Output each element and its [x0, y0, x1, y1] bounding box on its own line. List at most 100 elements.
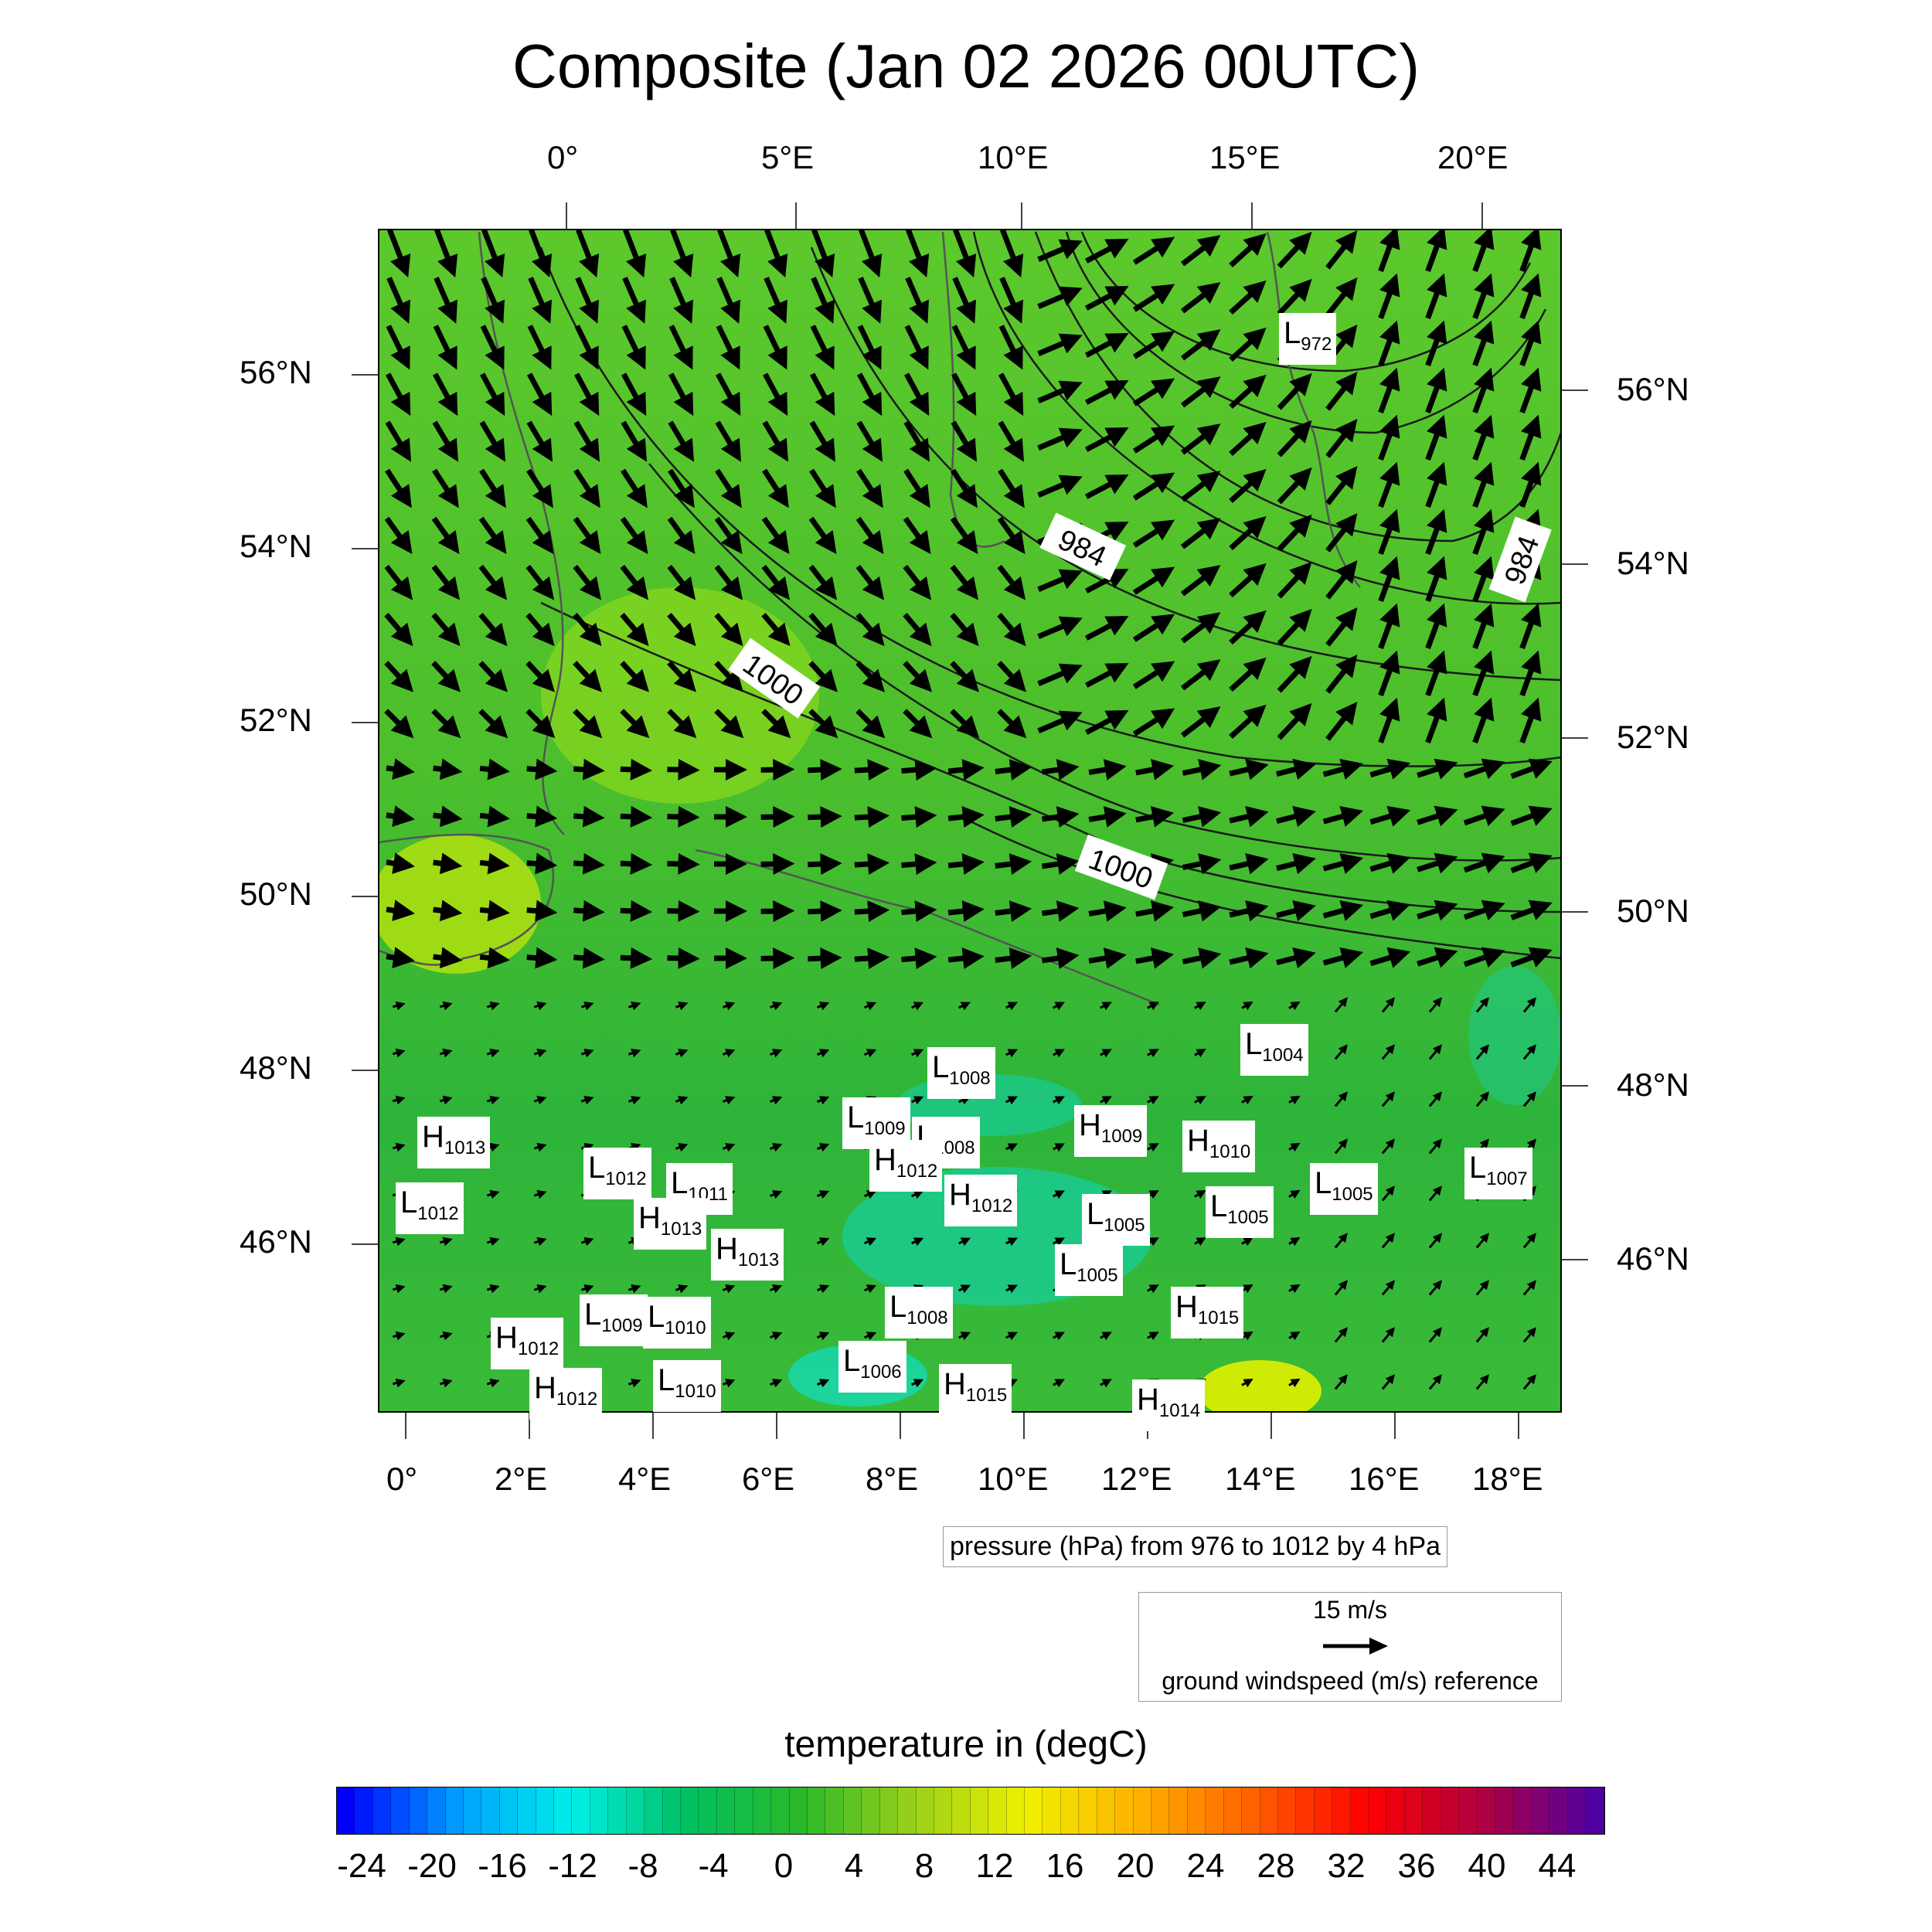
wind-arrow — [481, 230, 505, 278]
wind-arrow — [1135, 900, 1175, 922]
wind-arrow — [764, 277, 787, 324]
colorbar-cell — [1386, 1787, 1405, 1834]
wind-arrow — [1132, 425, 1175, 454]
wind-arrow — [1085, 285, 1129, 311]
wind-arrow — [667, 852, 700, 875]
colorbar-cell — [879, 1787, 899, 1834]
wind-arrow — [1428, 1185, 1442, 1202]
wind-arrow — [1037, 427, 1083, 451]
wind-arrow — [1428, 997, 1442, 1013]
wind-arrow — [573, 900, 605, 922]
low-pressure-label: L1012 — [583, 1148, 651, 1199]
wind-arrow — [1277, 561, 1312, 599]
wind-arrow — [816, 1049, 830, 1058]
wind-arrow — [763, 372, 788, 417]
low-pressure-label: L1007 — [1464, 1148, 1532, 1199]
wind-arrow — [1369, 900, 1411, 921]
right-lat-tick: 48°N — [1617, 1066, 1689, 1103]
system-type: H — [495, 1321, 518, 1355]
wind-arrow — [1425, 230, 1447, 273]
wind-arrow — [1510, 900, 1553, 920]
system-pressure: 1006 — [860, 1362, 902, 1383]
wind-arrow — [573, 612, 602, 647]
wind-arrow — [1519, 320, 1542, 367]
colorbar-label: -16 — [478, 1847, 527, 1885]
wind-arrow — [1053, 1143, 1065, 1152]
left-lat-tick: 56°N — [240, 354, 312, 390]
wind-arrow — [1425, 273, 1447, 320]
wind-arrow — [854, 947, 890, 970]
wind-arrow — [903, 709, 933, 739]
colorbar-label: -24 — [337, 1847, 386, 1885]
wind-arrow — [434, 230, 458, 278]
wind-arrow — [1085, 709, 1129, 735]
high-pressure-label: H1015 — [939, 1364, 1012, 1416]
wind-arrow — [1417, 758, 1458, 780]
top-lon-tick: 20°E — [1437, 139, 1509, 175]
colorbar-cell — [1404, 1787, 1423, 1834]
wind-arrow — [622, 277, 646, 324]
wind-arrow — [950, 612, 979, 647]
wind-arrow — [1475, 1327, 1489, 1343]
wind-arrow — [479, 947, 510, 969]
wind-arrow — [526, 468, 553, 509]
wind-arrow — [1519, 230, 1542, 273]
wind-arrow — [1085, 238, 1129, 264]
wind-arrow — [1229, 900, 1269, 922]
wind-arrow — [1510, 758, 1553, 779]
wind-arrow — [1229, 421, 1267, 457]
wind-arrow — [1325, 230, 1358, 270]
colorbar-cell — [1350, 1787, 1369, 1834]
wind-arrow — [1472, 509, 1495, 556]
wind-arrow — [1229, 468, 1267, 504]
wind-arrow — [432, 468, 459, 509]
wind-arrow — [717, 230, 741, 278]
wind-arrow — [434, 277, 457, 324]
wind-arrow — [1135, 759, 1175, 781]
wind-arrow — [1417, 947, 1458, 968]
wind-arrow — [951, 325, 976, 370]
wind-arrow — [480, 325, 505, 370]
wind-arrow — [714, 709, 744, 739]
wind-arrow — [1369, 805, 1411, 827]
wind-arrow — [950, 516, 978, 554]
wind-arrow — [628, 1001, 641, 1011]
colorbar-cell — [427, 1787, 446, 1834]
wind-arrow — [675, 1002, 689, 1011]
system-pressure: 1009 — [864, 1118, 906, 1139]
right-lat-tick: 50°N — [1617, 893, 1689, 929]
wind-arrow — [1381, 1185, 1395, 1202]
wind-arrow — [1088, 900, 1127, 922]
wind-arrow — [576, 230, 600, 278]
colorbar-cell — [1242, 1787, 1260, 1834]
wind-arrow — [1241, 1237, 1253, 1247]
wind-arrow — [1277, 467, 1312, 505]
wind-arrow — [950, 564, 979, 600]
wind-arrow — [1132, 331, 1175, 359]
wind-arrow — [573, 661, 602, 692]
wind-arrow — [529, 230, 553, 278]
wind-arrow — [439, 1095, 453, 1105]
cool-patch-east — [1468, 966, 1561, 1105]
system-type: H — [638, 1201, 661, 1235]
system-pressure: 1005 — [1332, 1184, 1373, 1205]
top-lon-tick: 10°E — [978, 139, 1049, 175]
wind-arrow — [478, 564, 508, 600]
wind-arrow — [1381, 1044, 1395, 1060]
wind-arrow — [384, 612, 413, 647]
wind-arrow — [386, 277, 410, 324]
wind-arrow — [951, 372, 977, 417]
wind-arrow — [431, 661, 461, 692]
colorbar-cell — [536, 1787, 555, 1834]
wind-arrow — [486, 1048, 500, 1058]
wind-arrow — [486, 1284, 500, 1294]
wind-arrow — [950, 709, 980, 739]
right-lat-tick: 56°N — [1617, 371, 1689, 407]
colorbar-cell — [1586, 1787, 1604, 1834]
system-type: L — [584, 1298, 602, 1332]
wind-arrow — [1276, 759, 1316, 781]
wind-arrow — [769, 1002, 783, 1011]
wind-arrow — [433, 900, 463, 922]
system-type: L — [648, 1300, 665, 1334]
wind-arrow — [1425, 367, 1447, 414]
